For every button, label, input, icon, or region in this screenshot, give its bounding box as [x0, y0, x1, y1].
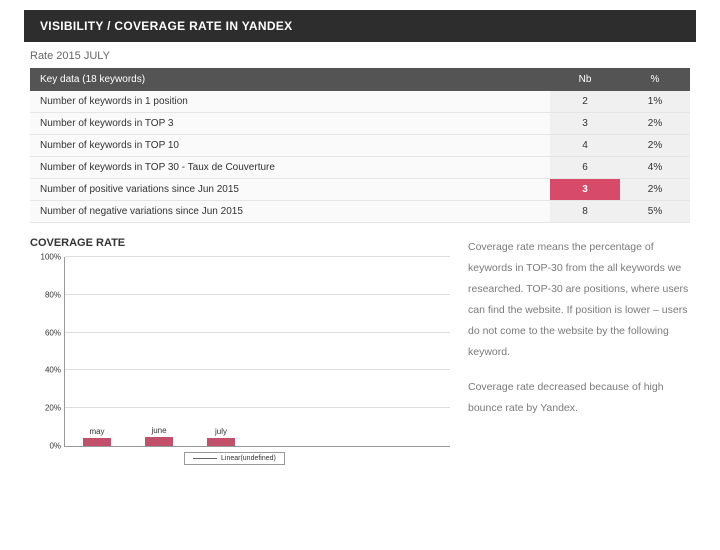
- y-axis-label: 80%: [31, 290, 61, 299]
- coverage-chart-block: COVERAGE RATE may june july 0% 20% 40% 60% 80%…: [30, 237, 450, 465]
- row-pct: 4%: [620, 157, 690, 179]
- table-row: Number of keywords in TOP 1042%: [30, 135, 690, 157]
- y-axis-label: 20%: [31, 404, 61, 413]
- bar-category-label: june: [151, 426, 166, 435]
- bar: [207, 438, 235, 446]
- y-axis-label: 60%: [31, 328, 61, 337]
- row-pct: 2%: [620, 179, 690, 201]
- page-title: VISIBILITY / COVERAGE RATE IN YANDEX: [40, 19, 292, 33]
- table-row: Number of keywords in TOP 30 - Taux de C…: [30, 157, 690, 179]
- table-row: Number of negative variations since Jun …: [30, 201, 690, 223]
- row-nb: 6: [550, 157, 620, 179]
- row-label: Number of positive variations since Jun …: [30, 179, 550, 201]
- y-axis-label: 0%: [31, 442, 61, 451]
- table-row: Number of keywords in 1 position21%: [30, 91, 690, 113]
- legend-line-icon: [193, 458, 217, 459]
- table-row: Number of keywords in TOP 332%: [30, 113, 690, 135]
- row-nb: 3: [550, 179, 620, 201]
- description-p2: Coverage rate decreased because of high …: [468, 377, 690, 419]
- bar-category-label: may: [89, 427, 104, 436]
- coverage-description: Coverage rate means the percentage of ke…: [468, 237, 690, 465]
- y-axis-label: 40%: [31, 366, 61, 375]
- row-nb: 4: [550, 135, 620, 157]
- table-row: Number of positive variations since Jun …: [30, 179, 690, 201]
- col-nb: Nb: [550, 68, 620, 91]
- row-nb: 2: [550, 91, 620, 113]
- bar: [145, 437, 173, 446]
- row-pct: 2%: [620, 113, 690, 135]
- chart-legend: Linear(undefined): [184, 452, 285, 465]
- col-pct: %: [620, 68, 690, 91]
- row-pct: 2%: [620, 135, 690, 157]
- row-label: Number of negative variations since Jun …: [30, 201, 550, 223]
- row-pct: 5%: [620, 201, 690, 223]
- chart-title: COVERAGE RATE: [30, 237, 450, 249]
- coverage-chart: mayjunejuly 0%20%40%60%80%100%: [64, 257, 450, 447]
- bar-category-label: july: [215, 427, 227, 436]
- row-nb: 3: [550, 113, 620, 135]
- row-label: Number of keywords in 1 position: [30, 91, 550, 113]
- page-subtitle: Rate 2015 JULY: [30, 50, 720, 62]
- legend-text: Linear(undefined): [221, 455, 276, 462]
- row-label: Number of keywords in TOP 3: [30, 113, 550, 135]
- col-key: Key data (18 keywords): [30, 68, 550, 91]
- row-label: Number of keywords in TOP 10: [30, 135, 550, 157]
- key-data-table: Key data (18 keywords) Nb % Number of ke…: [30, 68, 690, 223]
- row-label: Number of keywords in TOP 30 - Taux de C…: [30, 157, 550, 179]
- page-title-bar: VISIBILITY / COVERAGE RATE IN YANDEX: [24, 10, 696, 42]
- row-pct: 1%: [620, 91, 690, 113]
- description-p1: Coverage rate means the percentage of ke…: [468, 237, 690, 363]
- key-data-table-wrap: Key data (18 keywords) Nb % Number of ke…: [30, 68, 690, 223]
- row-nb: 8: [550, 201, 620, 223]
- bar: [83, 438, 111, 446]
- y-axis-label: 100%: [31, 253, 61, 262]
